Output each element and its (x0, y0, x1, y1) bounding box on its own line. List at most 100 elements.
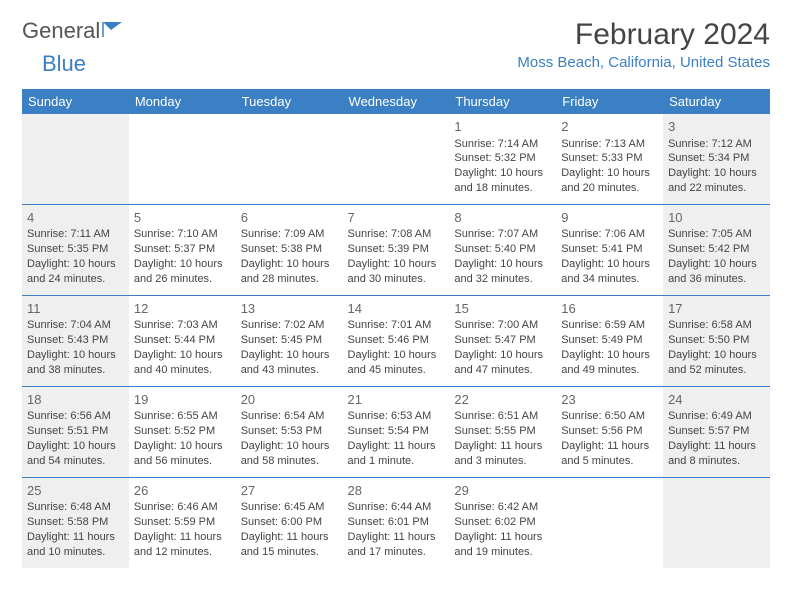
day-sunrise: Sunrise: 7:09 AM (241, 227, 338, 242)
calendar-cell: 29Sunrise: 6:42 AMSunset: 6:02 PMDayligh… (449, 477, 556, 567)
day-number: 12 (134, 300, 231, 318)
day-number: 23 (561, 391, 658, 409)
day-sunrise: Sunrise: 7:01 AM (348, 318, 445, 333)
calendar-cell: 8Sunrise: 7:07 AMSunset: 5:40 PMDaylight… (449, 204, 556, 295)
weekday-header: Thursday (449, 89, 556, 114)
day-daylight: Daylight: 10 hours and 52 minutes. (668, 348, 765, 378)
day-sunset: Sunset: 5:57 PM (668, 424, 765, 439)
calendar-cell-empty (129, 114, 236, 204)
day-daylight: Daylight: 10 hours and 24 minutes. (27, 257, 124, 287)
day-daylight: Daylight: 10 hours and 26 minutes. (134, 257, 231, 287)
calendar-cell: 22Sunrise: 6:51 AMSunset: 5:55 PMDayligh… (449, 386, 556, 477)
day-sunset: Sunset: 5:47 PM (454, 333, 551, 348)
day-sunset: Sunset: 5:32 PM (454, 151, 551, 166)
day-number: 22 (454, 391, 551, 409)
day-sunrise: Sunrise: 7:13 AM (561, 137, 658, 152)
day-sunset: Sunset: 5:33 PM (561, 151, 658, 166)
calendar-cell: 17Sunrise: 6:58 AMSunset: 5:50 PMDayligh… (663, 295, 770, 386)
logo: General (22, 18, 126, 44)
day-number: 10 (668, 209, 765, 227)
day-daylight: Daylight: 10 hours and 56 minutes. (134, 439, 231, 469)
day-sunrise: Sunrise: 7:07 AM (454, 227, 551, 242)
calendar-body: 1Sunrise: 7:14 AMSunset: 5:32 PMDaylight… (22, 114, 770, 568)
day-number: 6 (241, 209, 338, 227)
day-daylight: Daylight: 10 hours and 43 minutes. (241, 348, 338, 378)
day-sunset: Sunset: 5:49 PM (561, 333, 658, 348)
calendar-table: SundayMondayTuesdayWednesdayThursdayFrid… (22, 89, 770, 568)
day-sunset: Sunset: 5:52 PM (134, 424, 231, 439)
title-block: February 2024 Moss Beach, California, Un… (517, 18, 770, 71)
day-sunrise: Sunrise: 7:02 AM (241, 318, 338, 333)
calendar-cell: 12Sunrise: 7:03 AMSunset: 5:44 PMDayligh… (129, 295, 236, 386)
day-number: 7 (348, 209, 445, 227)
day-sunrise: Sunrise: 6:56 AM (27, 409, 124, 424)
calendar-cell: 16Sunrise: 6:59 AMSunset: 5:49 PMDayligh… (556, 295, 663, 386)
weekday-header: Saturday (663, 89, 770, 114)
day-number: 25 (27, 482, 124, 500)
weekday-header: Sunday (22, 89, 129, 114)
day-sunset: Sunset: 5:51 PM (27, 424, 124, 439)
day-sunrise: Sunrise: 6:49 AM (668, 409, 765, 424)
day-number: 21 (348, 391, 445, 409)
day-sunset: Sunset: 5:54 PM (348, 424, 445, 439)
day-sunrise: Sunrise: 7:04 AM (27, 318, 124, 333)
calendar-cell: 15Sunrise: 7:00 AMSunset: 5:47 PMDayligh… (449, 295, 556, 386)
day-sunrise: Sunrise: 6:48 AM (27, 500, 124, 515)
day-sunset: Sunset: 5:53 PM (241, 424, 338, 439)
calendar-cell: 25Sunrise: 6:48 AMSunset: 5:58 PMDayligh… (22, 477, 129, 567)
weekday-header: Monday (129, 89, 236, 114)
day-daylight: Daylight: 11 hours and 10 minutes. (27, 530, 124, 560)
day-daylight: Daylight: 10 hours and 22 minutes. (668, 166, 765, 196)
logo-text-2: Blue (42, 51, 86, 77)
day-daylight: Daylight: 10 hours and 40 minutes. (134, 348, 231, 378)
day-daylight: Daylight: 11 hours and 19 minutes. (454, 530, 551, 560)
calendar-cell: 21Sunrise: 6:53 AMSunset: 5:54 PMDayligh… (343, 386, 450, 477)
day-daylight: Daylight: 11 hours and 15 minutes. (241, 530, 338, 560)
calendar-head: SundayMondayTuesdayWednesdayThursdayFrid… (22, 89, 770, 114)
day-sunset: Sunset: 6:01 PM (348, 515, 445, 530)
day-number: 18 (27, 391, 124, 409)
day-daylight: Daylight: 10 hours and 28 minutes. (241, 257, 338, 287)
day-sunrise: Sunrise: 6:54 AM (241, 409, 338, 424)
day-number: 5 (134, 209, 231, 227)
day-number: 29 (454, 482, 551, 500)
day-sunset: Sunset: 5:40 PM (454, 242, 551, 257)
day-sunset: Sunset: 5:35 PM (27, 242, 124, 257)
day-number: 20 (241, 391, 338, 409)
day-number: 24 (668, 391, 765, 409)
calendar-cell: 11Sunrise: 7:04 AMSunset: 5:43 PMDayligh… (22, 295, 129, 386)
weekday-header: Friday (556, 89, 663, 114)
day-number: 19 (134, 391, 231, 409)
day-number: 3 (668, 118, 765, 136)
day-sunrise: Sunrise: 6:55 AM (134, 409, 231, 424)
day-daylight: Daylight: 10 hours and 34 minutes. (561, 257, 658, 287)
weekday-header: Tuesday (236, 89, 343, 114)
calendar-cell: 14Sunrise: 7:01 AMSunset: 5:46 PMDayligh… (343, 295, 450, 386)
day-sunset: Sunset: 5:37 PM (134, 242, 231, 257)
day-number: 1 (454, 118, 551, 136)
day-daylight: Daylight: 10 hours and 18 minutes. (454, 166, 551, 196)
day-sunset: Sunset: 5:39 PM (348, 242, 445, 257)
day-number: 16 (561, 300, 658, 318)
day-sunset: Sunset: 5:43 PM (27, 333, 124, 348)
day-sunrise: Sunrise: 6:51 AM (454, 409, 551, 424)
day-sunrise: Sunrise: 7:10 AM (134, 227, 231, 242)
day-daylight: Daylight: 11 hours and 5 minutes. (561, 439, 658, 469)
flag-icon (102, 18, 124, 44)
calendar-cell-empty (556, 477, 663, 567)
day-sunrise: Sunrise: 7:06 AM (561, 227, 658, 242)
day-daylight: Daylight: 10 hours and 20 minutes. (561, 166, 658, 196)
weekday-header: Wednesday (343, 89, 450, 114)
day-sunrise: Sunrise: 7:14 AM (454, 137, 551, 152)
day-daylight: Daylight: 11 hours and 12 minutes. (134, 530, 231, 560)
day-number: 26 (134, 482, 231, 500)
day-number: 15 (454, 300, 551, 318)
calendar-cell: 2Sunrise: 7:13 AMSunset: 5:33 PMDaylight… (556, 114, 663, 204)
day-number: 9 (561, 209, 658, 227)
day-sunset: Sunset: 5:55 PM (454, 424, 551, 439)
day-sunrise: Sunrise: 6:42 AM (454, 500, 551, 515)
day-number: 28 (348, 482, 445, 500)
day-daylight: Daylight: 11 hours and 3 minutes. (454, 439, 551, 469)
day-sunrise: Sunrise: 6:45 AM (241, 500, 338, 515)
calendar-cell: 6Sunrise: 7:09 AMSunset: 5:38 PMDaylight… (236, 204, 343, 295)
